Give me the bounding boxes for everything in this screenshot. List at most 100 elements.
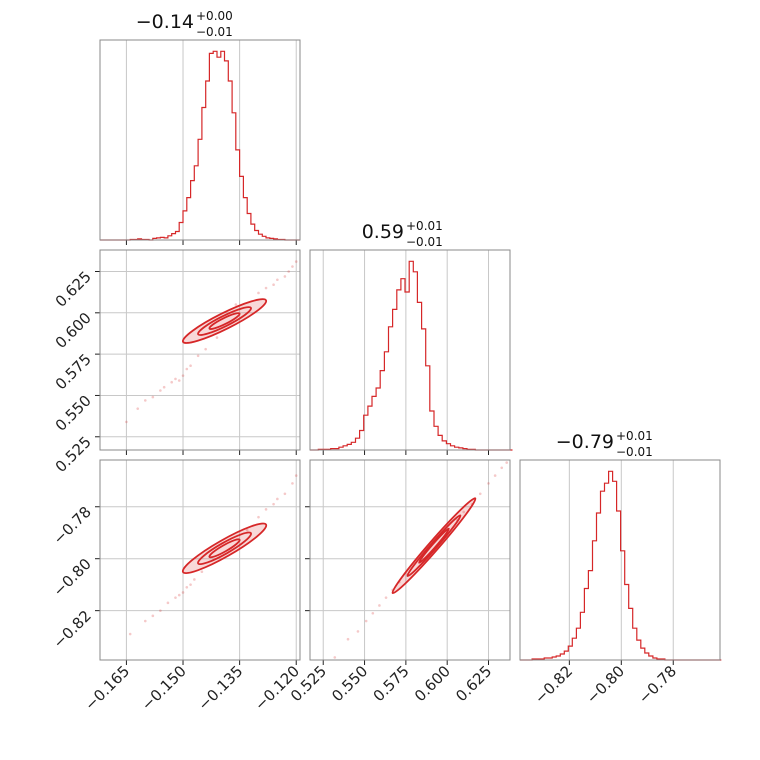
contour-level [391, 497, 477, 595]
scatter-point [128, 632, 132, 636]
pair-panel-0-2: −0.165 −0.150 −0.135 −0.120−0.82−0.80−0.78 [50, 460, 303, 714]
scatter-point [174, 377, 177, 381]
x-tick-label: −0.150 [138, 662, 190, 714]
scatter-point [174, 596, 177, 599]
scatter-point [136, 407, 140, 410]
x-tick-label: −0.165 [81, 662, 133, 714]
hist-frame-1 [309, 249, 511, 451]
title-upper-error: +0.01 [616, 429, 653, 443]
scatter-point [170, 380, 173, 384]
scatter-point [200, 570, 204, 573]
scatter-point [151, 614, 155, 618]
scatter-point [143, 619, 147, 623]
title-value: 0.59 [362, 221, 404, 243]
x-tick-label: −0.78 [635, 662, 680, 707]
title-upper-error: +0.00 [196, 9, 233, 23]
y-tick-label: −0.82 [50, 607, 95, 652]
histogram-0 [100, 50, 300, 241]
density-fill [392, 498, 476, 594]
scatter-point [196, 354, 200, 358]
scatter-point [162, 385, 166, 389]
scatter-point [272, 502, 275, 506]
y-tick-label: 0.525 [52, 433, 95, 476]
contour-level [181, 522, 268, 574]
scatter-point [364, 619, 368, 623]
scatter-point [272, 283, 275, 287]
scatter-point [384, 596, 388, 599]
scatter-point [125, 420, 128, 424]
scatter-point [378, 604, 381, 607]
x-tick-label: −0.80 [583, 662, 628, 707]
pair-frame-0-1 [99, 249, 301, 451]
x-tick-label: −0.135 [194, 662, 246, 714]
scatter-point [234, 303, 238, 306]
scatter-point [291, 265, 294, 268]
scatter-point [287, 270, 290, 273]
scatter-point [215, 336, 219, 339]
scatter-point [505, 461, 508, 464]
x-tick-label: −0.82 [531, 662, 576, 707]
hist-frame-0 [99, 39, 301, 241]
title-lower-error: −0.01 [616, 445, 653, 459]
y-tick-label: 0.575 [52, 350, 95, 393]
scatter-point [462, 510, 466, 514]
scatter-point [257, 515, 260, 519]
title-value: −0.79 [556, 431, 614, 453]
title-lower-error: −0.01 [406, 235, 443, 249]
scatter-point [371, 611, 375, 615]
scatter-point [257, 291, 260, 295]
contour-level [197, 306, 252, 336]
scatter-point [181, 374, 185, 377]
scatter-point [291, 482, 294, 485]
scatter-point [193, 578, 196, 581]
scatter-point [356, 630, 360, 633]
histogram-1 [310, 260, 513, 451]
contour-level [208, 312, 241, 330]
density-fill [182, 299, 267, 343]
contour-level [181, 298, 268, 344]
scatter-point [478, 492, 482, 496]
scatter-point [346, 637, 350, 641]
scatter-point [177, 379, 181, 382]
scatter-point [151, 395, 155, 399]
panel-title: −0.14 +0.00 −0.01 [136, 9, 233, 39]
scatter-point [177, 593, 181, 597]
y-tick-label: 0.600 [52, 309, 95, 352]
contour-level [208, 538, 241, 559]
hist-panel-2: −0.82 −0.80 −0.78 [520, 460, 722, 707]
scatter-point [333, 656, 337, 659]
scatter-point [159, 389, 162, 392]
title-value: −0.14 [136, 11, 194, 33]
scatter-point [487, 482, 490, 485]
scatter-point [294, 474, 298, 477]
scatter-point [245, 528, 249, 532]
title-upper-error: +0.01 [406, 219, 443, 233]
scatter-point [159, 609, 162, 612]
contour-level [197, 531, 252, 566]
hist-panel-1 [310, 250, 513, 455]
density-fill [182, 523, 267, 574]
y-tick-label: −0.80 [50, 555, 95, 600]
scatter-point [264, 286, 268, 290]
scatter-point [185, 585, 189, 589]
x-tick-label: 0.625 [452, 662, 495, 705]
histogram-2 [520, 470, 722, 661]
scatter-point [294, 260, 298, 263]
scatter-point [166, 601, 170, 605]
hist-frame-2 [519, 459, 721, 661]
y-tick-label: 0.550 [52, 392, 95, 435]
scatter-point [189, 583, 192, 586]
scatter-point [143, 399, 147, 402]
contour-level [406, 514, 462, 578]
scatter-point [276, 497, 279, 501]
scatter-point [493, 474, 497, 477]
y-tick-label: −0.78 [50, 503, 95, 548]
pair-frame-1-2 [309, 459, 511, 661]
scatter-point [500, 466, 504, 470]
x-tick-label: 0.600 [411, 662, 454, 705]
hist-panel-0 [100, 40, 300, 245]
scatter-point [276, 278, 279, 282]
panel-title: 0.59 +0.01 −0.01 [362, 219, 443, 249]
